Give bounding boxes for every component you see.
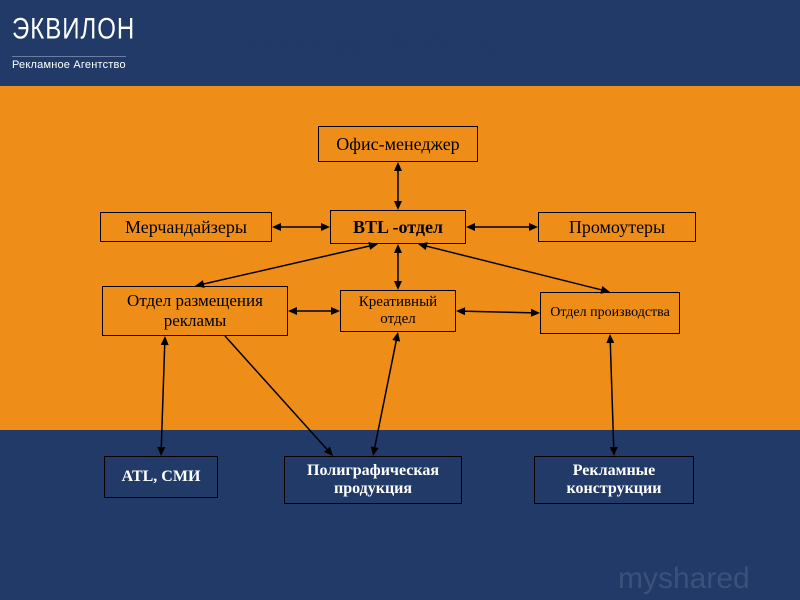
node-office: Офис-менеджер	[318, 126, 478, 162]
slide-title: Структура работы	[210, 24, 508, 62]
node-place: Отдел размещения рекламы	[102, 286, 288, 336]
slide-stage: ЭКВИЛОН Рекламное Агентство Структура рабо…	[0, 0, 800, 600]
logo-text: ЭКВИЛОН	[12, 12, 135, 47]
node-btl: BTL -отдел	[330, 210, 466, 244]
node-merch: Мерчандайзеры	[100, 212, 272, 242]
node-poly: Полиграфическая продукция	[284, 456, 462, 504]
node-constr: Рекламные конструкции	[534, 456, 694, 504]
node-atl: ATL, СМИ	[104, 456, 218, 498]
node-prod: Отдел производства	[540, 292, 680, 334]
logo-subtitle: Рекламное Агентство	[12, 56, 126, 71]
node-creative: Креативный отдел	[340, 290, 456, 332]
watermark: myshared	[618, 562, 750, 596]
node-promo: Промоутеры	[538, 212, 696, 242]
